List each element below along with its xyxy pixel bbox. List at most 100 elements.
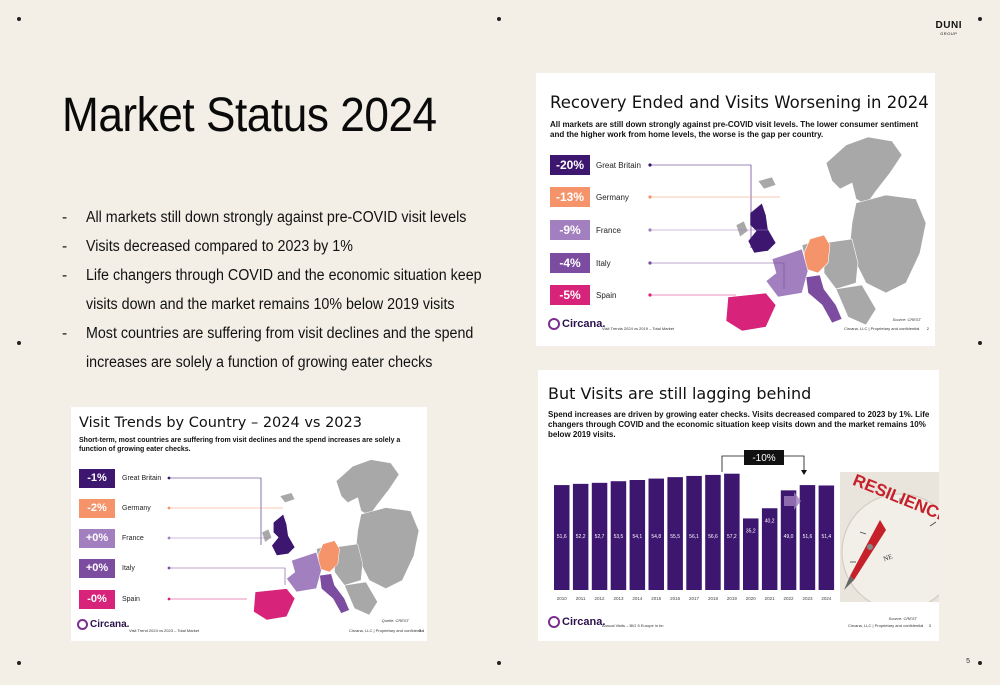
callout-box	[744, 450, 784, 465]
connector-lines	[648, 163, 785, 297]
map-spain	[725, 292, 777, 332]
country-name: Germany	[596, 192, 629, 202]
company-logo: DUNI GROUP	[936, 20, 962, 36]
country-name: Great Britain	[122, 475, 162, 482]
circana-wordmark: Circana.	[90, 619, 130, 630]
callout-label: -10%	[752, 453, 775, 464]
map-other-countries	[735, 136, 927, 326]
bullet-item: - Life changers through COVID and the eco…	[62, 261, 512, 319]
chart-x-tick-label: 2024	[821, 596, 832, 601]
chart-x-tick-label: 2020	[746, 596, 757, 601]
chart-data-label: 49,0	[784, 534, 794, 540]
circana-wordmark: Circana.	[562, 318, 606, 330]
slide-title: Visit Trends by Country – 2024 vs 2023	[79, 415, 362, 431]
bullet-item: - Visits decreased compared to 2023 by 1%	[62, 232, 512, 261]
connector-dots	[167, 476, 171, 601]
country-name: Spain	[596, 290, 617, 300]
chart-bar	[572, 483, 589, 590]
slide-footer-left: Visit Trends 2024 vs 2019 – Total Market	[602, 326, 675, 331]
decline-callout: -10%	[721, 450, 807, 475]
chart-data-label: 51,6	[803, 534, 813, 540]
slide-visit-trends: Visit Trends by Country – 2024 vs 2023 S…	[71, 407, 427, 641]
map-ireland	[735, 220, 749, 238]
map-iceland	[757, 176, 777, 190]
slide-visits-lagging: But Visits are still lagging behind Spen…	[538, 370, 939, 641]
chart-data-label: 57,2	[727, 534, 737, 540]
chart-data-label: 52,7	[595, 534, 605, 540]
country-name: Italy	[596, 258, 611, 268]
europe-map	[725, 136, 927, 332]
country-value-badge: -0%	[79, 590, 115, 609]
chart-bar	[591, 482, 608, 590]
slide-subtitle: Short-term, most countries are suffering…	[79, 437, 401, 453]
chart-bar	[686, 475, 702, 590]
chart-data-label: 54,1	[632, 534, 642, 540]
map-scandinavia	[825, 136, 903, 206]
decor-dot	[497, 17, 501, 21]
slide-footer-right: Circana, LLC | Proprietary and confident…	[844, 326, 920, 331]
logo-subtext: GROUP	[940, 31, 958, 36]
country-row: -0% Spain	[79, 590, 140, 609]
chart-bar	[667, 477, 683, 590]
bullet-dash: -	[62, 209, 68, 226]
chart-x-tick-label: 2017	[689, 596, 700, 601]
chart-x-tick-label: 2013	[613, 596, 624, 601]
map-scandinavia	[335, 459, 400, 517]
chart-bar	[818, 485, 835, 590]
map-great-britain	[271, 513, 296, 556]
map-balkans	[344, 581, 378, 616]
bullet-dash: -	[62, 238, 68, 255]
chart-x-tick-label: 2019	[727, 596, 738, 601]
country-name: Great Britain	[596, 160, 641, 170]
chart-x-tick-label: 2022	[784, 596, 795, 601]
chart-data-label: 52,2	[576, 534, 586, 540]
chart-data-label: 54,8	[651, 534, 661, 540]
compass-direction-label: NE	[882, 553, 894, 564]
bullet-text: Most countries are suffering from visit …	[86, 325, 474, 342]
country-name: Italy	[122, 565, 135, 572]
country-row: -1% Great Britain	[79, 469, 161, 488]
slide-footer-right: Circana, LLC | Proprietary and confident…	[848, 623, 924, 628]
chart-data-label: 55,5	[670, 534, 680, 540]
chart-bar	[761, 508, 778, 590]
source-note: Source: CREST	[888, 616, 917, 621]
logo-text: DUNI	[935, 20, 962, 31]
map-great-britain	[747, 202, 777, 254]
slide-page-number: 2	[926, 326, 929, 331]
chart-x-tick-label: 2015	[651, 596, 662, 601]
country-row: +0% France	[79, 529, 144, 548]
circana-mark-icon	[77, 619, 88, 630]
slide-footer-left: Annual Visits – BIG 5 Europe in bn	[602, 623, 664, 628]
country-name: France	[122, 535, 144, 542]
chart-x-tick-label: 2016	[670, 596, 681, 601]
country-value-badge: -2%	[79, 499, 115, 518]
chart-data-label: 56,6	[708, 534, 718, 540]
decor-dot	[17, 17, 21, 21]
chart-bar	[554, 485, 570, 590]
bullet-list: - All markets still down strongly against…	[62, 203, 512, 377]
chart-x-tick-label: 2012	[595, 596, 606, 601]
map-ireland	[261, 528, 273, 543]
circana-wordmark: Circana.	[562, 616, 606, 628]
chart-data-label: 56,1	[689, 534, 699, 540]
map-italy	[319, 573, 350, 614]
map-balkans	[835, 284, 877, 326]
bullet-dash: -	[62, 267, 68, 284]
circana-mark-icon	[548, 318, 560, 330]
europe-map	[253, 459, 420, 621]
connector-dots	[648, 163, 652, 297]
country-value-badge: -1%	[79, 469, 115, 488]
connector-lines	[167, 476, 286, 601]
trend-arrow-icon	[784, 492, 801, 510]
slide-recovery: Recovery Ended and Visits Worsening in 2…	[536, 73, 935, 346]
source-note: Quelle: CREST	[381, 618, 409, 623]
slide-subtitle: All markets are still down strongly agai…	[550, 120, 919, 139]
country-value-badge: +0%	[79, 529, 115, 548]
chart-bar	[648, 478, 664, 590]
source-note: Source: CREST	[892, 317, 921, 322]
circana-mark-icon	[548, 616, 560, 628]
chart-bar	[743, 518, 759, 590]
country-value-badge: -4%	[550, 253, 590, 273]
map-iceland	[279, 492, 296, 503]
circana-logo: Circana.	[548, 616, 605, 628]
